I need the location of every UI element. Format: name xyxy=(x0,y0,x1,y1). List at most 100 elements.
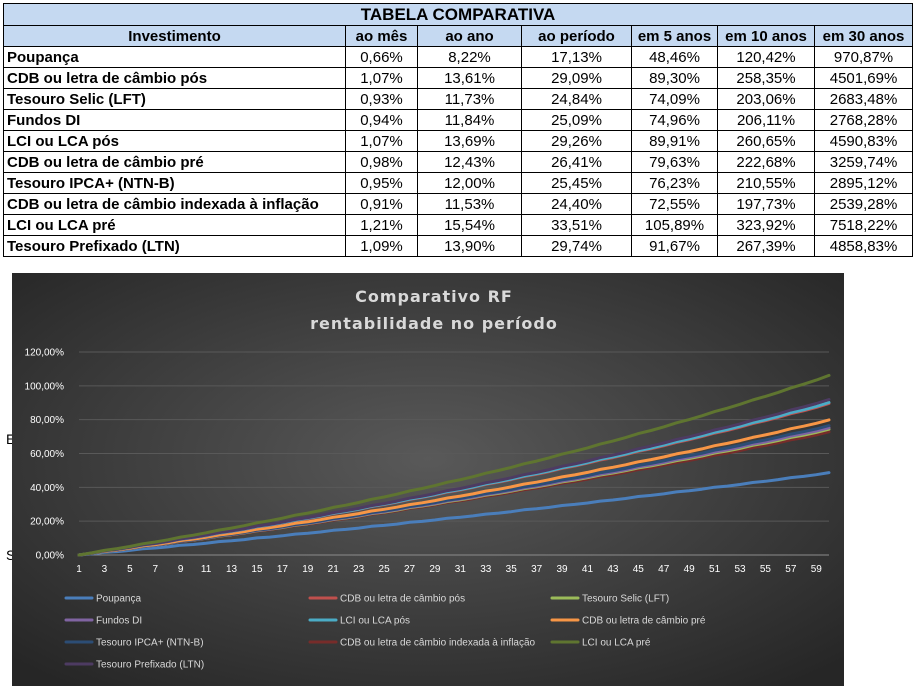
x-tick-label: 57 xyxy=(785,564,797,575)
x-tick-label: 3 xyxy=(102,564,108,575)
table-row: Tesouro Prefixado (LTN) 1,09% 13,90% 29,74%… xyxy=(3,235,914,257)
value-cell: 25,45% xyxy=(521,172,632,194)
value-cell: 120,42% xyxy=(717,46,815,68)
investment-name-cell: Fundos DI xyxy=(3,109,346,131)
legend-label: Tesouro Selic (LFT) xyxy=(582,594,669,605)
value-cell: 15,54% xyxy=(417,214,522,236)
value-cell: 0,66% xyxy=(345,46,418,68)
investment-name-cell: CDB ou letra de câmbio indexada à inflaç… xyxy=(3,193,346,215)
value-cell: 33,51% xyxy=(521,214,632,236)
value-cell: 0,93% xyxy=(345,88,418,110)
value-cell: 0,95% xyxy=(345,172,418,194)
value-cell: 3259,74% xyxy=(813,151,914,173)
y-tick-label: 20,00% xyxy=(30,517,64,528)
value-cell: 970,87% xyxy=(813,46,914,68)
value-cell: 91,67% xyxy=(631,235,718,257)
x-tick-label: 25 xyxy=(379,564,391,575)
value-cell: 13,69% xyxy=(417,130,522,152)
table-body: Poupança 0,66% 8,22% 17,13% 48,46% 120,42% 970… xyxy=(3,46,914,257)
series-line xyxy=(77,418,831,557)
x-tick-label: 29 xyxy=(429,564,441,575)
investment-name-cell: CDB ou letra de câmbio pré xyxy=(3,151,346,173)
investment-name-cell: Tesouro Selic (LFT) xyxy=(3,88,346,110)
value-cell: 2539,28% xyxy=(813,193,914,215)
x-tick-label: 35 xyxy=(506,564,518,575)
x-tick-label: 49 xyxy=(684,564,696,575)
stray-label-e: E xyxy=(6,431,16,447)
value-cell: 105,89% xyxy=(631,214,718,236)
x-tick-label: 55 xyxy=(760,564,772,575)
legend-label: Poupança xyxy=(96,594,141,605)
legend-label: CDB ou letra de câmbio indexada à inflaç… xyxy=(340,638,536,649)
x-tick-label: 45 xyxy=(633,564,645,575)
x-tick-label: 59 xyxy=(811,564,823,575)
value-cell: 1,09% xyxy=(345,235,418,257)
value-cell: 48,46% xyxy=(631,46,718,68)
table-row: Tesouro Selic (LFT) 0,93% 11,73% 24,84% 74,0… xyxy=(3,88,914,110)
table-row: CDB ou letra de câmbio pré 0,98% 12,43% 26,… xyxy=(3,151,914,173)
table-title: TABELA COMPARATIVA xyxy=(2,3,914,26)
x-tick-label: 7 xyxy=(152,564,158,575)
table-row: Tesouro IPCA+ (NTN-B) 0,95% 12,00% 25,45% 76… xyxy=(3,172,914,194)
x-tick-label: 21 xyxy=(328,564,340,575)
x-tick-label: 27 xyxy=(404,564,416,575)
comparison-table: TABELA COMPARATIVA Investimento ao mês ao … xyxy=(2,3,914,257)
value-cell: 24,40% xyxy=(521,193,632,215)
y-tick-label: 0,00% xyxy=(36,551,64,562)
table-row: Fundos DI 0,94% 11,84% 25,09% 74,96% 206,11% 2… xyxy=(3,109,914,131)
value-cell: 24,84% xyxy=(521,88,632,110)
x-tick-label: 39 xyxy=(556,564,568,575)
x-tick-label: 17 xyxy=(277,564,289,575)
chart-title: Comparativo RF xyxy=(355,287,513,306)
value-cell: 260,65% xyxy=(717,130,815,152)
value-cell: 222,68% xyxy=(717,151,815,173)
series-line xyxy=(77,373,831,557)
x-tick-label: 15 xyxy=(251,564,263,575)
y-tick-label: 40,00% xyxy=(30,483,64,494)
x-tick-label: 1 xyxy=(76,564,82,575)
x-tick-label: 43 xyxy=(607,564,619,575)
value-cell: 12,00% xyxy=(417,172,522,194)
value-cell: 2768,28% xyxy=(813,109,914,131)
value-cell: 79,63% xyxy=(631,151,718,173)
value-cell: 29,26% xyxy=(521,130,632,152)
chart-series xyxy=(77,373,831,557)
table-header-cell: ao mês xyxy=(345,25,418,47)
value-cell: 29,74% xyxy=(521,235,632,257)
table-row: LCI ou LCA pós 1,07% 13,69% 29,26% 89,91% 260… xyxy=(3,130,914,152)
x-tick-label: 53 xyxy=(734,564,746,575)
chart-legend: Poupança CDB ou letra de câmbio pós Tesour… xyxy=(64,594,706,671)
value-cell: 11,73% xyxy=(417,88,522,110)
y-tick-label: 120,00% xyxy=(25,348,65,359)
x-tick-label: 19 xyxy=(302,564,314,575)
table-row: CDB ou letra de câmbio pós 1,07% 13,61% 29,… xyxy=(3,67,914,89)
value-cell: 25,09% xyxy=(521,109,632,131)
x-tick-label: 41 xyxy=(582,564,594,575)
legend-label: LCI ou LCA pós xyxy=(340,616,410,627)
investment-name-cell: LCI ou LCA pós xyxy=(3,130,346,152)
x-tick-label: 51 xyxy=(709,564,721,575)
value-cell: 1,07% xyxy=(345,67,418,89)
value-cell: 203,06% xyxy=(717,88,815,110)
y-tick-label: 80,00% xyxy=(30,415,64,426)
value-cell: 13,90% xyxy=(417,235,522,257)
legend-label: CDB ou letra de câmbio pré xyxy=(582,616,706,627)
table-header-row: Investimento ao mês ao ano ao período em 5 a… xyxy=(3,25,914,47)
table-header-cell: em 30 anos xyxy=(813,25,914,47)
value-cell: 74,09% xyxy=(631,88,718,110)
table-header-cell: em 10 anos xyxy=(717,25,815,47)
value-cell: 1,07% xyxy=(345,130,418,152)
value-cell: 72,55% xyxy=(631,193,718,215)
value-cell: 0,91% xyxy=(345,193,418,215)
investment-name-cell: LCI ou LCA pré xyxy=(3,214,346,236)
x-tick-label: 5 xyxy=(127,564,133,575)
value-cell: 1,21% xyxy=(345,214,418,236)
x-tick-label: 13 xyxy=(226,564,238,575)
y-tick-label: 60,00% xyxy=(30,449,64,460)
value-cell: 197,73% xyxy=(717,193,815,215)
value-cell: 13,61% xyxy=(417,67,522,89)
value-cell: 7518,22% xyxy=(813,214,914,236)
table-row: LCI ou LCA pré 1,21% 15,54% 33,51% 105,89% 32… xyxy=(3,214,914,236)
x-axis-ticks: 1 3 5 7 9 11 13 15 17 19 21 23 25 27 29 31 33 35 37 39 41 43 4… xyxy=(76,564,822,575)
value-cell: 17,13% xyxy=(521,46,632,68)
